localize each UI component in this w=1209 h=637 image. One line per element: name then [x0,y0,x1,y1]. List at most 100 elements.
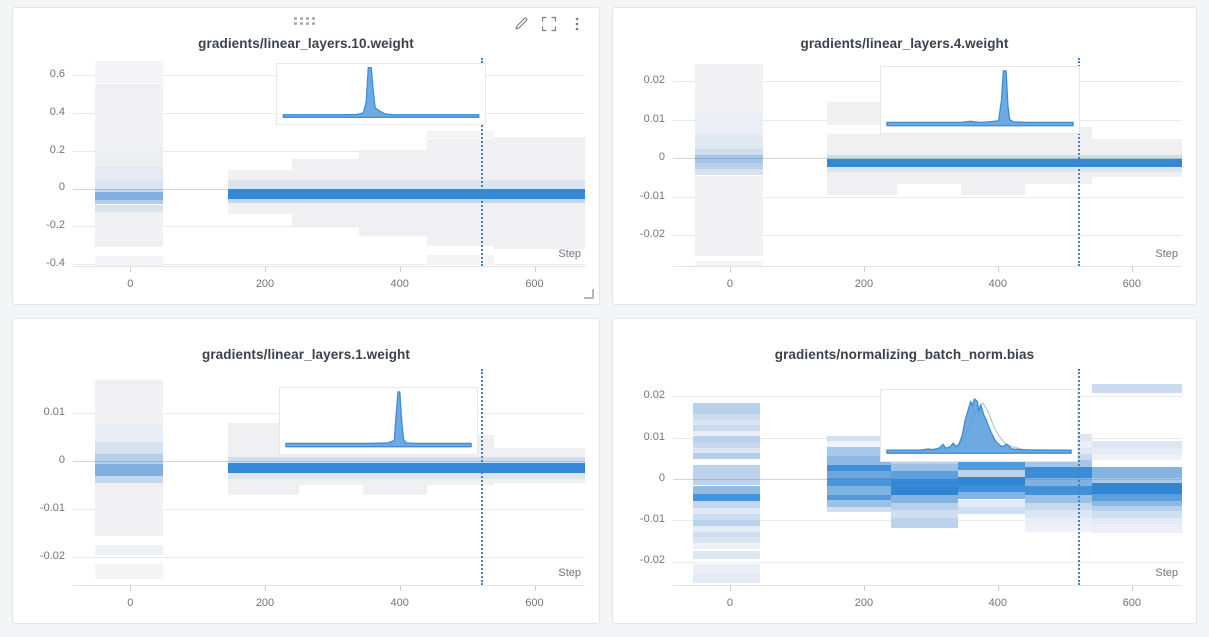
x-tick-mark [534,267,536,272]
edit-pencil-icon[interactable] [513,16,529,32]
x-tick-label: 600 [525,597,544,609]
heatmap-band [1091,466,1182,479]
gridline [673,235,1182,237]
x-axis-line [673,266,1182,267]
heatmap-band [426,254,495,266]
x-tick-label: 200 [255,597,275,609]
y-tick-label: -0.02 [639,554,665,567]
y-tick-label: 0 [658,151,665,164]
panel-title: gradients/normalizing_batch_norm.bias [774,347,1035,362]
inset-histogram [880,389,1078,462]
heatmap-band [827,464,891,471]
inset-histogram-series [887,71,1073,126]
heatmap-band [1024,509,1092,519]
heatmap-band [827,486,891,495]
heatmap-band [827,155,1182,159]
x-tick-label: 200 [854,278,874,290]
heatmap-band [95,165,163,180]
heatmap-band [693,464,761,486]
x-tick-mark [863,586,865,591]
y-tick-label: 0.6 [49,68,65,81]
heatmap-band [1024,486,1092,496]
x-tick-mark [130,586,132,591]
y-tick-label: -0.01 [639,513,665,526]
heatmap-band [695,168,764,176]
x-tick-label: 600 [1122,278,1141,290]
heatmap-band [957,462,1025,470]
step-axis-label: Step [1155,567,1178,579]
heatmap-band [95,83,163,147]
heatmap-band [890,495,958,503]
heatmap-band [693,573,761,583]
heatmap-band [693,452,761,459]
heatmap-band [1091,501,1182,507]
gridline [673,561,1182,563]
heatmap-band [693,514,761,520]
plot-area[interactable] [673,369,1182,585]
fullscreen-icon[interactable] [541,16,557,32]
heatmap-band [1024,502,1092,510]
heatmap-band [890,487,958,496]
step-axis-label: Step [558,567,581,579]
heatmap-band [1091,511,1182,518]
zero-gridline [673,158,1182,160]
heatmap-band [1024,495,1092,503]
heatmap-band [827,446,891,456]
heatmap-band [95,454,163,464]
gridline [73,226,585,228]
heatmap-band [227,473,585,480]
heatmap-band [1024,526,1092,532]
step-cursor-line [480,369,483,585]
heatmap-band [827,102,898,126]
heatmap-band [693,435,761,442]
heatmap-band [95,188,163,192]
step-axis-label: Step [558,248,581,260]
y-tick-label: 0.02 [643,74,665,87]
x-tick-label: 400 [390,278,409,290]
heatmap-band [957,477,1025,485]
x-tick-label: 400 [988,278,1007,290]
x-tick-label: 200 [255,278,275,290]
heatmap-band [957,506,1025,514]
heatmap-band [1091,493,1182,502]
y-tick-label: -0.01 [639,189,665,202]
heatmap-band [1091,383,1182,393]
heatmap-band [695,261,764,266]
gridline [673,196,1182,198]
heatmap-band [693,413,761,420]
inset-histogram-series [283,68,479,118]
y-tick-label: 0 [58,181,65,194]
heatmap-band [695,175,764,257]
heatmap-band [693,536,761,543]
heatmap-band [95,475,163,483]
y-tick-label: 0.01 [643,112,665,125]
x-tick-mark [265,586,266,591]
x-axis-line [73,266,585,267]
heatmap-band [693,500,761,508]
y-tick-label: 0.01 [643,430,665,443]
heatmap-band [227,457,585,463]
x-axis-line [673,585,1182,586]
heatmap-band [890,502,958,510]
drag-handle-icon[interactable] [294,17,318,27]
y-tick-label: 0.4 [49,105,65,118]
heatmap-band [1091,517,1182,525]
heatmap-band [827,494,891,501]
inset-histogram [276,63,486,125]
heatmap-band [890,471,958,479]
gridline [73,557,585,559]
heatmap-band [1091,454,1182,460]
heatmap-band [95,545,163,555]
panel-resize-handle[interactable] [584,289,594,299]
panel-title: gradients/linear_layers.1.weight [201,347,411,362]
heatmap-band [1024,460,1092,468]
heatmap-band [957,469,1025,478]
plot-area[interactable] [673,58,1182,266]
kebab-menu-icon[interactable] [569,16,585,32]
heatmap-band [693,525,761,532]
plot-area[interactable] [73,58,585,266]
zero-gridline [73,461,585,463]
heatmap-band [890,509,958,519]
zero-gridline [673,478,1182,480]
